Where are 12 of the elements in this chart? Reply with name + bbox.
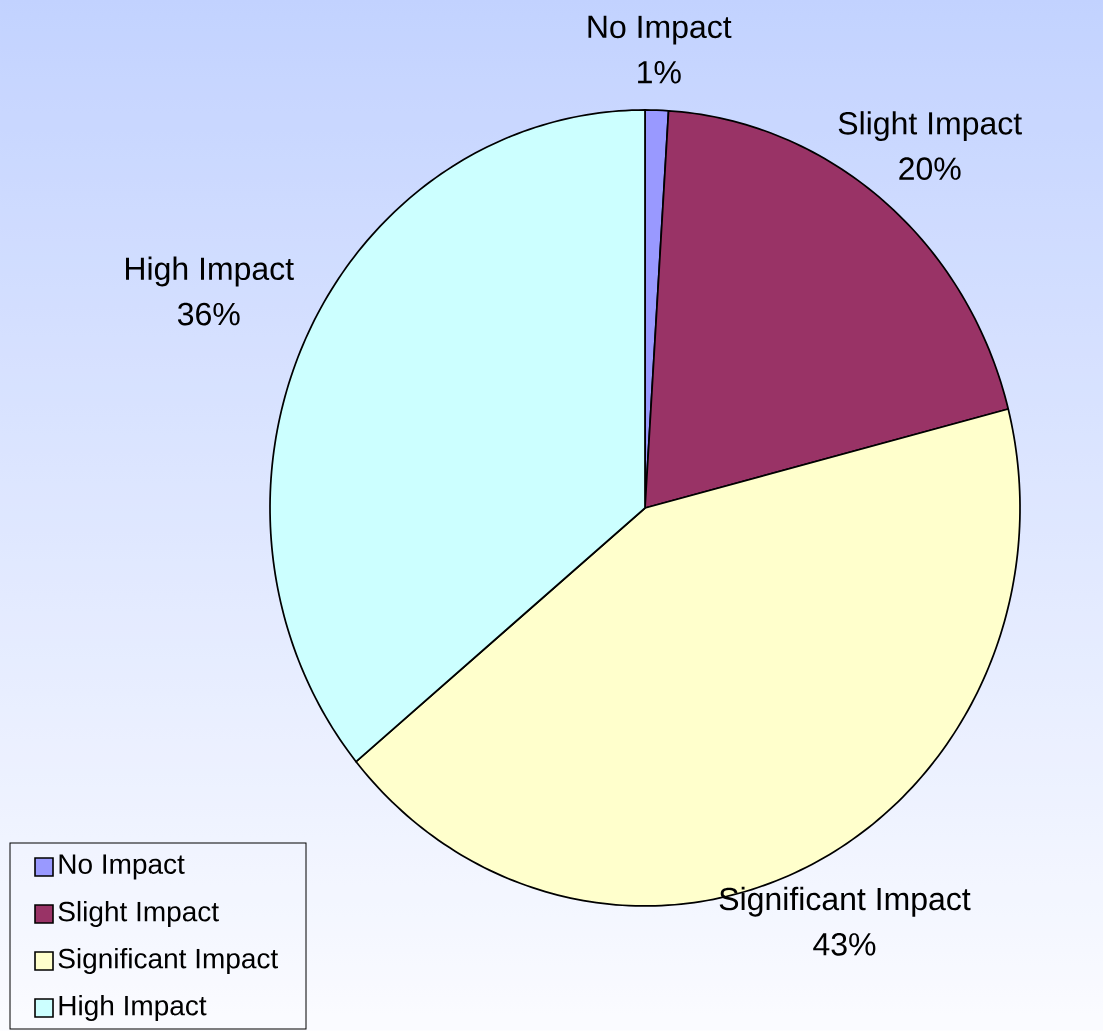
slice-label: High Impact <box>126 256 294 287</box>
data-label: 1% <box>638 60 681 84</box>
legend-label: Slight Impact <box>58 900 219 928</box>
legend-label: High Impact <box>59 994 207 1022</box>
slice-label: No Impact <box>588 15 732 45</box>
legend-label: No Impact <box>59 854 185 880</box>
data-label: 43% <box>813 933 876 956</box>
data-label: 20% <box>899 157 961 180</box>
slice-label: Slight Impact <box>838 111 1022 141</box>
data-label: 36% <box>177 302 240 326</box>
slice-label: Significant Impact <box>719 886 971 917</box>
legend-label: Significant Impact <box>58 947 278 975</box>
